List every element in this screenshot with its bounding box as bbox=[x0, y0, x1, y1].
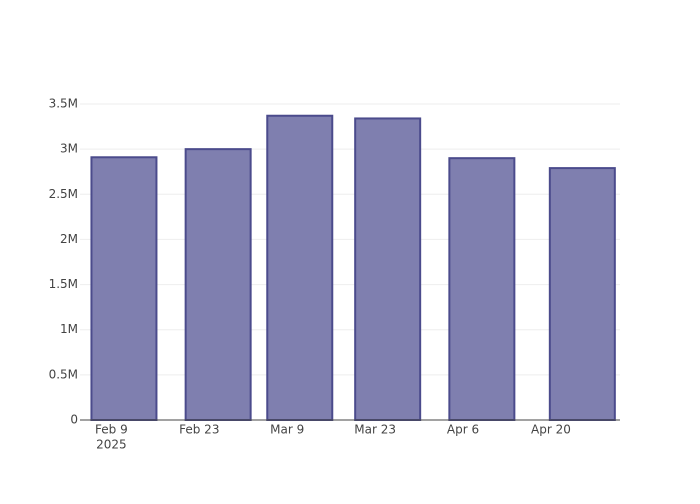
y-tick-label: 2.5M bbox=[49, 187, 78, 201]
y-tick-label: 0 bbox=[70, 413, 78, 427]
y-tick-label: 1.5M bbox=[49, 277, 78, 291]
bar bbox=[184, 148, 252, 421]
x-tick-label: Mar 9 bbox=[270, 423, 304, 437]
x-tick-label: Apr 6 bbox=[447, 423, 479, 437]
y-tick-label: 2M bbox=[60, 232, 78, 246]
x-tick-label: Feb 23 bbox=[179, 423, 219, 437]
x-tick-year: 2025 bbox=[96, 438, 127, 452]
bar bbox=[448, 157, 516, 422]
x-tick-label: Mar 23 bbox=[354, 423, 396, 437]
bar bbox=[548, 167, 616, 421]
y-tick-label: 3M bbox=[60, 142, 78, 156]
bar bbox=[90, 156, 158, 421]
y-tick-label: 0.5M bbox=[49, 367, 78, 381]
bar bbox=[354, 117, 422, 422]
y-tick-label: 1M bbox=[60, 322, 78, 336]
x-tick-label: Feb 9 bbox=[95, 423, 128, 437]
x-tick-label: Apr 20 bbox=[531, 423, 571, 437]
y-tick-label: 3.5M bbox=[49, 97, 78, 111]
bar bbox=[266, 114, 334, 421]
